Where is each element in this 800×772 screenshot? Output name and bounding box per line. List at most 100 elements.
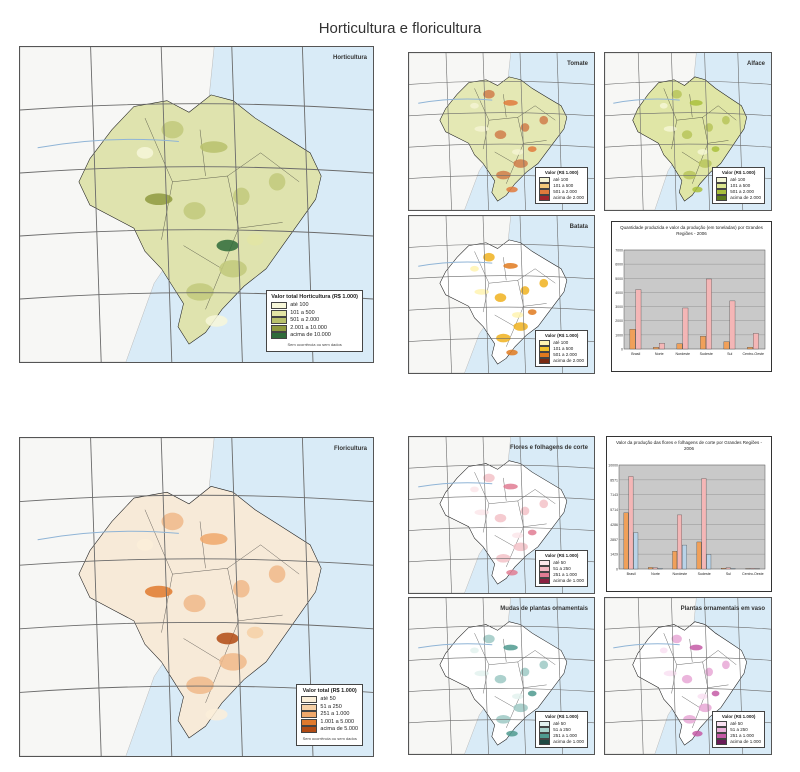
data-patch: [503, 483, 518, 490]
data-patch: [722, 660, 730, 670]
x-tick-label: Sul: [727, 352, 732, 356]
legend-label: até 50: [730, 721, 743, 726]
graticule-line: [409, 656, 594, 661]
legend-item: até 50: [301, 696, 358, 704]
bar: [723, 341, 730, 350]
brazil-group: [439, 239, 568, 365]
x-tick-label: Centro-Oeste: [742, 352, 764, 356]
legend-swatch: [539, 340, 551, 346]
legend-swatch: [301, 696, 318, 704]
data-patch: [539, 499, 549, 509]
state-border: [676, 650, 719, 665]
legend-item: acima de 2.000: [539, 358, 584, 364]
data-patch: [503, 262, 518, 269]
map-floricultura: Floricultura Valor total (R$ 1.000) até 50…: [19, 437, 374, 757]
data-patch: [698, 159, 712, 168]
graticule-line: [445, 216, 452, 373]
legend-swatch: [539, 578, 551, 584]
data-patch: [506, 730, 518, 737]
graticule-line: [160, 47, 173, 362]
data-patch: [539, 278, 549, 288]
graticule-line: [409, 143, 594, 148]
legend-swatch: [301, 711, 318, 719]
x-tick-label: Sudeste: [698, 572, 711, 576]
data-patch: [144, 193, 173, 206]
legend-swatch: [539, 566, 551, 572]
state-border: [488, 268, 536, 284]
data-patch: [470, 265, 479, 272]
y-tick-label: 7143: [610, 493, 618, 497]
data-patch: [161, 512, 184, 531]
data-patch: [144, 585, 173, 598]
chart-svg: 0 1000 2000 3000 4000 5000 6000 7000 Brasil Norte…: [615, 249, 766, 356]
map-legend: Valor (R$ 1.000) até 50 51 a 250 251 a 1.00…: [712, 711, 765, 748]
state-border: [199, 521, 206, 569]
graticule-line: [671, 598, 677, 754]
y-tick-label: 5714: [610, 508, 618, 512]
legend-item: 251 a 1.000: [539, 572, 584, 578]
map-plantas-vaso: Plantas ornamentais em vaso Valor (R$ 1.0…: [604, 597, 772, 755]
data-patch: [483, 473, 495, 483]
x-tick-label: Brasil: [631, 352, 640, 356]
data-patch: [520, 123, 530, 132]
data-patch: [216, 239, 239, 252]
y-tick-label: 5000: [615, 277, 623, 281]
legend-title: Valor (R$ 1.000): [721, 170, 756, 175]
graticule-line: [231, 438, 243, 756]
x-tick-label: Brasil: [627, 572, 636, 576]
legend-item: acima de 1.000: [539, 739, 584, 745]
data-patch: [692, 730, 703, 737]
graticule-line: [409, 80, 594, 85]
graticule-line: [20, 229, 373, 237]
map-legend: Valor (R$ 1.000) até 50 51 a 250 251 a 1.00…: [535, 550, 588, 587]
legend-label: 51 a 250: [730, 727, 748, 732]
data-patch: [506, 569, 518, 576]
graticule-line: [605, 656, 771, 661]
data-patch: [711, 690, 720, 697]
legend-item: acima de 1.000: [539, 578, 584, 584]
data-patch: [219, 260, 247, 278]
legend-label: acima de 1.000: [553, 578, 584, 583]
data-patch: [705, 123, 713, 132]
graticule-line: [409, 306, 594, 311]
river: [37, 530, 179, 541]
data-patch: [503, 644, 518, 651]
legend-label: 501 a 2.000: [553, 352, 577, 357]
map-label: Horticultura: [332, 55, 367, 61]
graticule-line: [671, 53, 677, 210]
legend-swatch: [271, 317, 288, 325]
graticule-line: [160, 438, 173, 756]
legend-swatch: [301, 726, 318, 734]
data-patch: [470, 486, 479, 493]
legend-swatch: [716, 739, 728, 745]
data-patch: [520, 286, 530, 295]
bar: [652, 567, 658, 570]
data-patch: [474, 509, 489, 516]
map-legend: Valor (R$ 1.000) até 100 101 a 500 501 a 2.…: [535, 330, 588, 367]
legend-item: 101 a 500: [271, 310, 358, 318]
legend-item: até 100: [716, 177, 761, 183]
legend-item: 501 a 2.000: [539, 189, 584, 195]
legend-item: 501 a 2.000: [716, 189, 761, 195]
data-patch: [233, 579, 250, 598]
legend-note: Sem ocorrência ou sem dados: [287, 341, 342, 347]
graticule-line: [445, 53, 452, 210]
legend-label: 251 a 1.000: [730, 733, 754, 738]
data-patch: [470, 102, 479, 109]
river: [613, 98, 680, 104]
chart-title: Valor da produção das flores e folhagens…: [615, 440, 762, 451]
brazil-group: [78, 486, 322, 739]
data-patch: [513, 542, 528, 552]
bar: [682, 544, 687, 570]
data-patch: [683, 170, 697, 180]
legend-swatch: [539, 183, 551, 189]
data-patch: [246, 233, 264, 246]
state-border: [260, 544, 300, 575]
legend-label: 251 a 1.000: [553, 733, 577, 738]
chart-title: Quantidade produzida e valor da produção…: [620, 225, 763, 236]
bar: [629, 329, 636, 350]
legend-label: 251 a 1.000: [320, 711, 350, 717]
bar: [729, 300, 736, 350]
legend-title: Valor total (R$ 1.000): [302, 687, 357, 694]
legend-swatch: [539, 177, 551, 183]
